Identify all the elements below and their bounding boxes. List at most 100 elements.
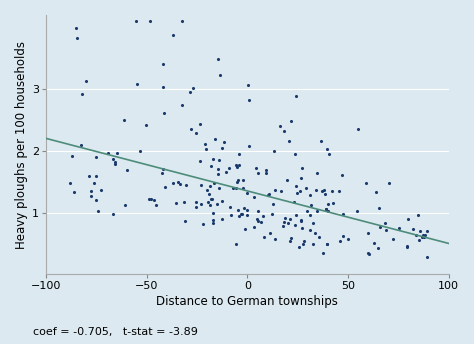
Point — [136, 148, 144, 154]
Point — [404, 217, 411, 222]
Point — [389, 236, 396, 242]
Point — [285, 138, 292, 143]
Point — [246, 143, 253, 149]
Point — [287, 235, 295, 241]
Point — [403, 245, 411, 250]
Point — [323, 206, 330, 212]
Point — [318, 138, 325, 144]
Point — [385, 181, 393, 186]
Point — [210, 156, 217, 161]
Point — [243, 212, 251, 218]
Point — [222, 169, 230, 175]
Point — [324, 241, 331, 247]
Point — [263, 170, 270, 175]
Point — [208, 164, 215, 169]
Point — [82, 78, 90, 84]
Point — [364, 251, 372, 256]
Point — [338, 172, 346, 178]
Point — [72, 25, 80, 31]
Point — [302, 186, 310, 191]
Point — [243, 190, 251, 196]
Point — [169, 32, 177, 38]
Point — [238, 211, 246, 217]
Point — [329, 200, 337, 206]
Point — [197, 121, 204, 127]
Point — [92, 154, 100, 160]
Point — [336, 238, 344, 244]
Point — [109, 157, 117, 162]
Point — [197, 183, 204, 188]
Point — [291, 151, 299, 157]
Point — [250, 194, 257, 200]
Point — [344, 236, 352, 242]
Point — [370, 240, 378, 246]
Point — [207, 196, 215, 202]
Point — [243, 207, 251, 213]
Point — [232, 185, 240, 191]
Point — [211, 136, 219, 142]
Point — [170, 181, 177, 186]
Point — [232, 162, 240, 168]
Point — [220, 139, 228, 145]
Point — [355, 126, 362, 131]
Point — [260, 234, 268, 240]
Point — [186, 89, 193, 95]
Point — [132, 19, 140, 24]
Point — [293, 190, 301, 196]
Point — [266, 230, 274, 236]
Point — [312, 187, 319, 193]
Point — [299, 225, 306, 231]
Point — [207, 202, 214, 208]
Point — [210, 180, 218, 185]
Point — [214, 56, 221, 62]
Point — [234, 178, 242, 183]
Point — [318, 189, 326, 194]
Point — [187, 126, 195, 131]
Point — [123, 168, 130, 173]
Point — [298, 217, 305, 223]
Point — [320, 187, 328, 193]
Point — [192, 204, 200, 210]
Point — [189, 85, 197, 90]
Point — [279, 224, 286, 229]
Point — [133, 81, 141, 86]
Point — [285, 220, 292, 225]
Point — [296, 244, 303, 249]
Point — [420, 235, 428, 240]
Y-axis label: Heavy ploughs per 100 households: Heavy ploughs per 100 households — [15, 41, 28, 249]
Point — [282, 216, 289, 221]
Point — [373, 189, 380, 195]
Point — [180, 199, 188, 205]
Point — [311, 230, 319, 236]
Point — [181, 218, 189, 224]
Point — [265, 191, 273, 196]
Point — [216, 72, 223, 77]
Point — [227, 204, 234, 210]
Point — [210, 210, 217, 216]
Point — [234, 164, 241, 170]
Point — [90, 180, 98, 185]
Point — [70, 190, 78, 195]
Point — [251, 224, 258, 229]
Point — [253, 217, 261, 222]
Point — [66, 180, 73, 185]
Point — [382, 227, 389, 233]
Point — [412, 232, 420, 238]
Point — [297, 176, 305, 181]
Point — [146, 19, 154, 24]
Point — [381, 220, 389, 226]
Point — [286, 239, 293, 244]
Point — [323, 241, 331, 247]
Point — [339, 211, 347, 217]
Text: coef = -0.705,   t-stat = -3.89: coef = -0.705, t-stat = -3.89 — [33, 327, 198, 337]
Point — [303, 208, 311, 214]
Point — [291, 199, 298, 204]
Point — [298, 165, 306, 171]
Point — [423, 254, 431, 260]
Point — [178, 102, 185, 108]
Point — [151, 197, 158, 203]
Point — [322, 207, 330, 212]
Point — [121, 202, 129, 207]
Point — [264, 192, 272, 198]
Point — [418, 234, 426, 239]
